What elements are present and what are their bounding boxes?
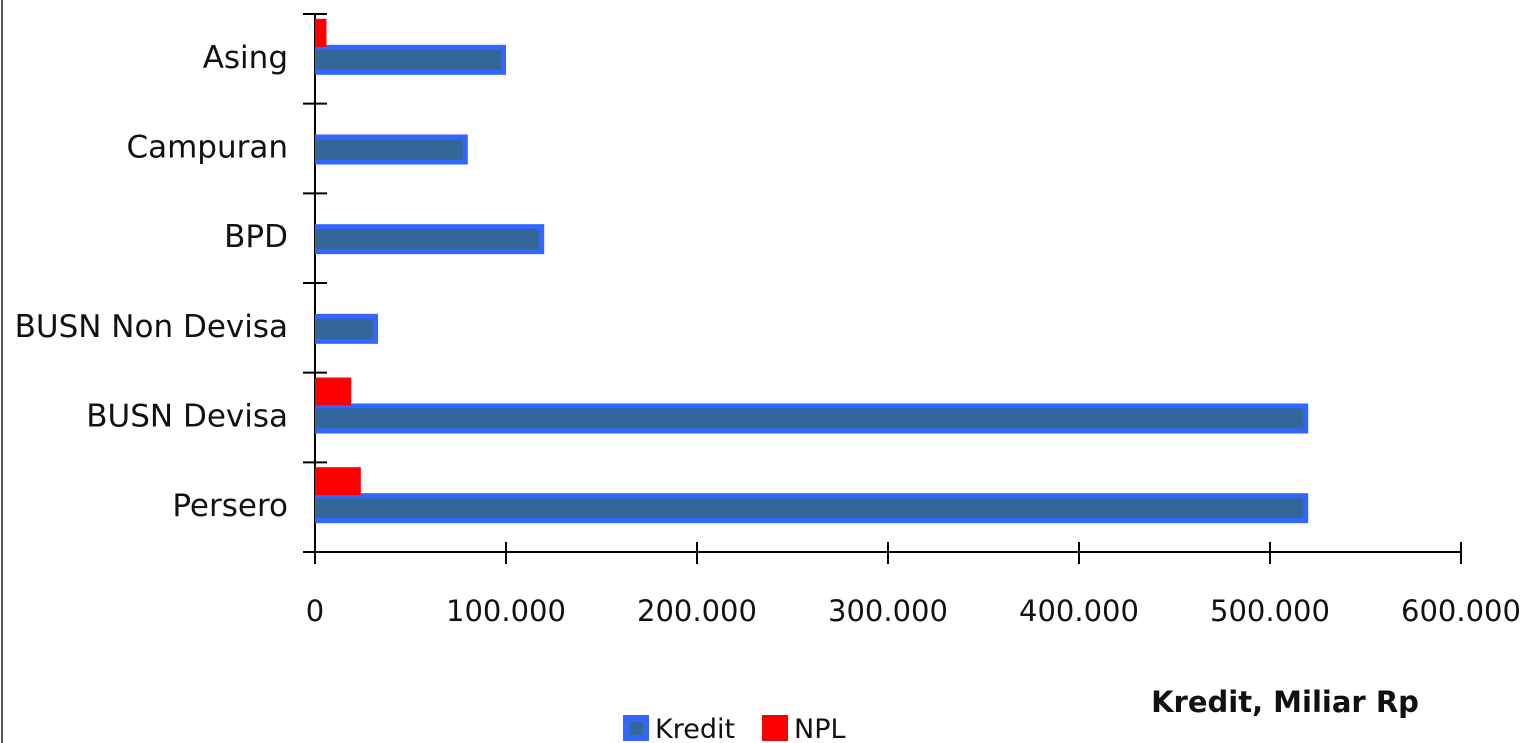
legend: Kredit NPL xyxy=(623,714,846,743)
bars xyxy=(315,18,1309,524)
kredit-bar-inner xyxy=(316,49,501,70)
x-tick-label: 600.000 xyxy=(1401,594,1521,628)
kredit-bar-inner xyxy=(316,498,1304,519)
category-label: Persero xyxy=(172,488,288,524)
legend-label: Kredit xyxy=(655,714,735,743)
category-label: BUSN Non Devisa xyxy=(15,309,288,345)
x-tick-label: 100.000 xyxy=(446,594,566,628)
legend-swatch xyxy=(762,715,788,741)
legend-item: Kredit xyxy=(623,714,735,743)
npl-bar xyxy=(315,377,352,406)
x-axis-title: Kredit, Miliar Rp xyxy=(1151,685,1419,719)
legend-swatch-inner xyxy=(630,722,643,735)
category-label: BUSN Devisa xyxy=(86,399,288,435)
category-label: Campuran xyxy=(126,130,288,166)
labels: 0 100.000 200.000 300.000 400.000 500.000 600.… xyxy=(15,40,1521,628)
x-tick-label: 500.000 xyxy=(1210,594,1330,628)
x-tick-label: 200.000 xyxy=(637,594,757,628)
x-tick-label: 300.000 xyxy=(828,594,948,628)
legend-label: NPL xyxy=(794,714,846,743)
category-label: BPD xyxy=(224,219,288,255)
kredit-bar-inner xyxy=(316,408,1304,429)
kredit-bar-inner xyxy=(316,229,540,250)
kredit-bar-inner xyxy=(316,318,374,339)
kredit-bar-inner xyxy=(316,139,463,160)
category-label: Asing xyxy=(203,40,288,76)
npl-bar xyxy=(315,467,361,496)
x-tick-label: 0 xyxy=(306,594,324,628)
legend-item: NPL xyxy=(762,714,846,743)
x-tick-label: 400.000 xyxy=(1019,594,1139,628)
npl-bar xyxy=(315,18,327,47)
axes xyxy=(303,13,1462,564)
